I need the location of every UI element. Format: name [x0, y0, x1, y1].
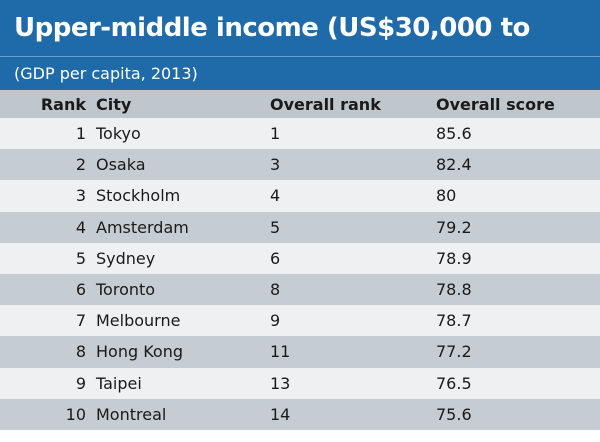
city-cell: Amsterdam: [96, 217, 189, 237]
city-cell: Toronto: [96, 280, 156, 300]
city-cell: Taipei: [96, 373, 142, 393]
header-rank: Rank: [40, 94, 86, 114]
overall-rank-cell: 5: [270, 217, 281, 237]
rank-cell: 9: [75, 373, 86, 393]
rank-cell: 2: [75, 155, 86, 175]
table-header-row: Rank City Overall rank Overall score: [0, 90, 600, 118]
overall-rank-cell: 4: [270, 186, 281, 206]
overall-rank-cell: 11: [270, 342, 291, 362]
table-row: 1 Tokyo 1 85.6: [0, 118, 600, 150]
rank-cell: 3: [75, 186, 86, 206]
table-row: 6 Toronto 8 78.8: [0, 273, 600, 306]
overall-score-cell: 78.7: [436, 311, 472, 331]
overall-rank-cell: 1: [270, 124, 281, 144]
table-row: 3 Stockholm 4 80: [0, 180, 600, 212]
table-row: 9 Taipei 13 76.5: [0, 367, 600, 399]
overall-score-cell: 76.5: [436, 373, 472, 393]
overall-rank-cell: 9: [270, 311, 281, 331]
table-row: 10 Montreal 14 75.6: [0, 398, 600, 430]
overall-score-cell: 78.9: [436, 248, 472, 268]
city-cell: Stockholm: [96, 186, 181, 206]
overall-rank-cell: 3: [270, 155, 281, 175]
rank-cell: 8: [75, 342, 86, 362]
city-cell: Montreal: [96, 404, 167, 424]
city-cell: Sydney: [96, 248, 156, 268]
header-overall-score: Overall score: [436, 94, 555, 114]
table-body: 1 Tokyo 1 85.6 2 Osaka 3 82.4 3 Stockholm 4 80 4 Amst…: [0, 118, 600, 430]
rank-cell: 6: [75, 280, 86, 300]
city-cell: Hong Kong: [96, 342, 183, 362]
table-row: 4 Amsterdam 5 79.2: [0, 211, 600, 243]
table-row: 7 Melbourne 9 78.7: [0, 305, 600, 337]
overall-score-cell: 82.4: [436, 155, 472, 175]
table-row: 2 Osaka 3 82.4: [0, 149, 600, 181]
overall-score-cell: 77.2: [436, 342, 472, 362]
rank-cell: 1: [75, 124, 86, 144]
overall-score-cell: 85.6: [436, 124, 472, 144]
header-city: City: [96, 94, 132, 114]
rank-cell: 10: [65, 404, 86, 424]
rank-cell: 4: [75, 217, 86, 237]
table-title: Upper-middle income (US$30,000 to US$50,…: [0, 0, 600, 99]
city-cell: Osaka: [96, 155, 146, 175]
overall-rank-cell: 8: [270, 280, 281, 300]
table-row: 8 Hong Kong 11 77.2: [0, 336, 600, 368]
overall-score-cell: 80: [436, 186, 457, 206]
header-overall-rank: Overall rank: [270, 94, 381, 114]
overall-rank-cell: 13: [270, 373, 291, 393]
city-cell: Tokyo: [96, 124, 141, 144]
city-cell: Melbourne: [96, 311, 181, 331]
overall-score-cell: 75.6: [436, 404, 472, 424]
overall-score-cell: 79.2: [436, 217, 472, 237]
table-row: 5 Sydney 6 78.9: [0, 242, 600, 274]
table-subtitle: (GDP per capita, 2013): [0, 56, 600, 90]
rank-cell: 7: [75, 311, 86, 331]
rank-cell: 5: [75, 248, 86, 268]
overall-rank-cell: 6: [270, 248, 281, 268]
overall-score-cell: 78.8: [436, 280, 472, 300]
overall-rank-cell: 14: [270, 404, 291, 424]
ranking-table: Rank City Overall rank Overall score 1 To…: [0, 90, 600, 430]
